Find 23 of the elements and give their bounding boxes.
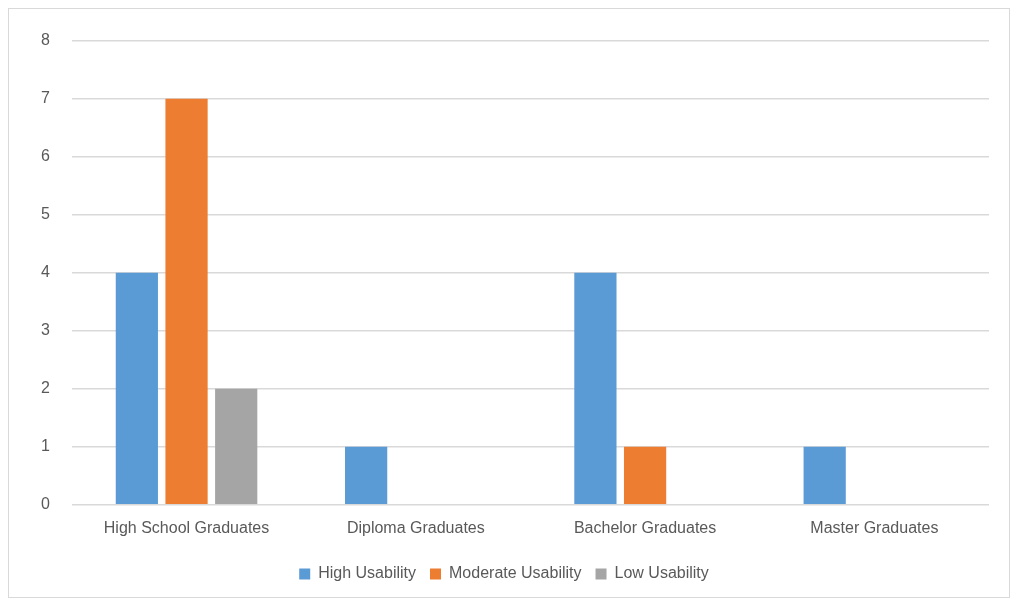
bar	[574, 272, 617, 505]
legend-label: Moderate Usability	[449, 564, 582, 582]
x-tick-label: High School Graduates	[103, 518, 270, 536]
bar	[623, 446, 667, 505]
bar	[165, 98, 208, 505]
y-tick-label: 0	[40, 495, 50, 513]
bar	[803, 446, 846, 505]
y-tick-label: 6	[40, 147, 50, 165]
x-tick-label: Diploma Graduates	[346, 518, 485, 536]
y-tick-label: 4	[40, 263, 50, 281]
y-tick-label: 3	[40, 321, 50, 339]
x-tick-label: Bachelor Graduates	[573, 518, 717, 536]
y-tick-label: 8	[40, 31, 50, 49]
y-tick-label: 5	[40, 205, 50, 223]
y-tick-label: 2	[40, 379, 50, 397]
legend-label: Low Usability	[614, 564, 709, 582]
bar	[215, 388, 258, 505]
y-tick-label: 1	[40, 437, 50, 455]
y-tick-label: 7	[40, 89, 50, 107]
bar	[345, 446, 388, 505]
legend-label: High Usability	[318, 564, 417, 582]
bar	[115, 272, 158, 505]
x-tick-label: Master Graduates	[810, 518, 939, 536]
